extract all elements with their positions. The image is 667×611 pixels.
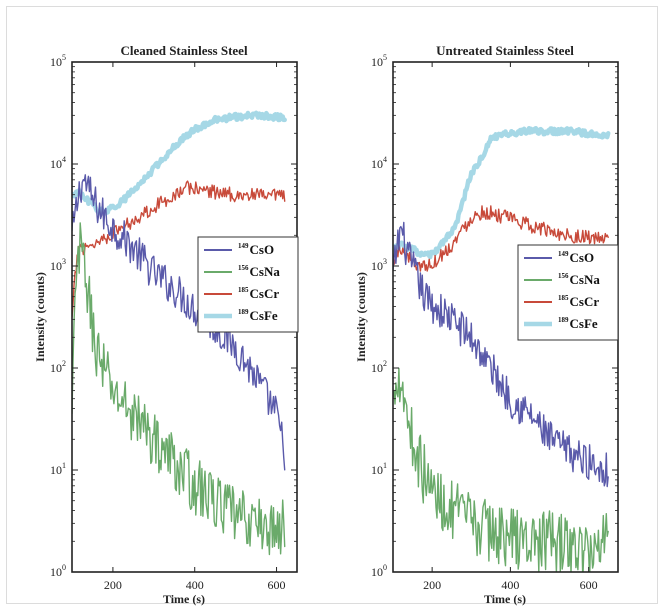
x-tick-label: 600 bbox=[580, 578, 598, 592]
y-tick-label: 101 bbox=[371, 461, 387, 477]
series-group bbox=[393, 128, 608, 581]
y-tick-label: 103 bbox=[371, 257, 387, 273]
y-tick-label: 102 bbox=[50, 359, 66, 375]
y-tick-label: 105 bbox=[371, 53, 387, 69]
x-tick-label: 400 bbox=[501, 578, 519, 592]
y-axis-label: Intensity (counts) bbox=[354, 272, 368, 362]
series-group bbox=[72, 113, 285, 555]
y-tick-label: 104 bbox=[50, 155, 66, 171]
y-tick-label: 103 bbox=[50, 257, 66, 273]
y-tick-label: 104 bbox=[371, 155, 387, 171]
x-tick-label: 600 bbox=[268, 578, 286, 592]
x-axis-label: Time (s) bbox=[484, 592, 526, 606]
series-line-csna bbox=[393, 368, 608, 581]
y-axis-label: Intensity (counts) bbox=[33, 272, 47, 362]
x-tick-label: 200 bbox=[423, 578, 441, 592]
panel-title: Cleaned Stainless Steel bbox=[120, 43, 248, 58]
y-tick-label: 105 bbox=[50, 53, 66, 69]
panel-title: Untreated Stainless Steel bbox=[436, 43, 574, 58]
x-axis-label: Time (s) bbox=[163, 592, 205, 606]
y-tick-label: 102 bbox=[371, 359, 387, 375]
y-tick-label: 100 bbox=[371, 563, 387, 579]
panel-cleaned: Cleaned Stainless Steel 200 400 600 100 101… bbox=[33, 43, 298, 606]
y-tick-label: 100 bbox=[50, 563, 66, 579]
x-tick-label: 200 bbox=[104, 578, 122, 592]
y-tick-label: 101 bbox=[50, 461, 66, 477]
panel-untreated: Untreated Stainless Steel 200 400 600 100 1… bbox=[354, 43, 618, 606]
x-tick-label: 400 bbox=[186, 578, 204, 592]
